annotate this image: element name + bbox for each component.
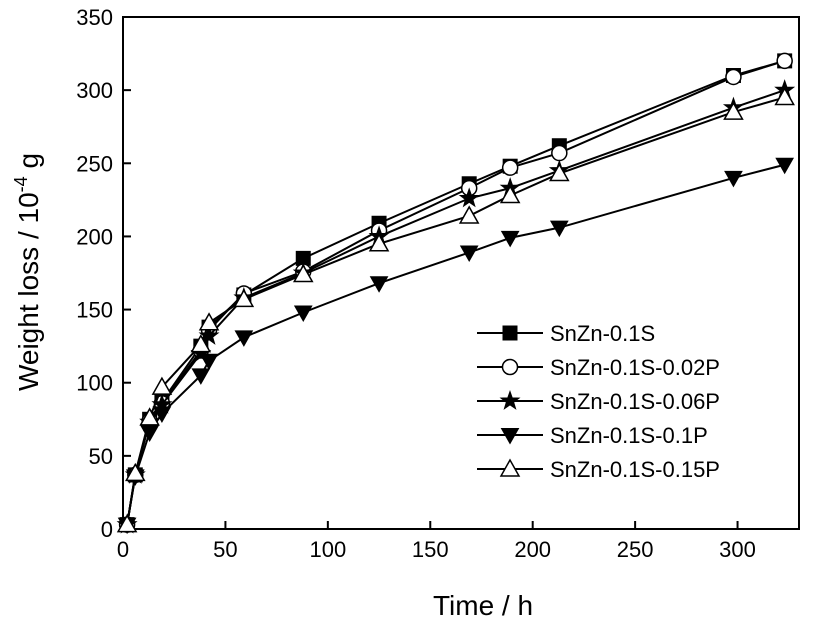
series-line: [126, 59, 785, 525]
plot-area-frame: [122, 16, 800, 530]
data-point: [500, 230, 520, 248]
data-point: [190, 334, 212, 353]
legend-marker: [500, 428, 520, 445]
data-point: [501, 159, 519, 176]
data-point: [776, 52, 793, 70]
data-point: [458, 205, 480, 224]
x-tick-label: 250: [617, 537, 654, 562]
legend-item: SnZn-0.1S-0.15P: [477, 457, 720, 482]
legend-label: SnZn-0.1S-0.15P: [550, 457, 720, 482]
x-tick-label: 100: [309, 537, 346, 562]
data-point: [369, 276, 389, 293]
data-point: [458, 187, 480, 208]
legend-label: SnZn-0.1S-0.1P: [550, 423, 708, 448]
data-point: [198, 312, 220, 331]
data-point: [723, 101, 744, 120]
legend-marker: [501, 358, 519, 376]
series-layer: [116, 52, 796, 535]
y-axis-title-unit: g: [13, 153, 44, 176]
data-point: [116, 514, 138, 533]
legend-item: SnZn-0.1S-0.06P: [477, 389, 720, 414]
data-point: [198, 324, 220, 345]
data-point: [125, 462, 146, 482]
x-tick-label: 50: [213, 537, 237, 562]
y-tick-label: 150: [76, 298, 113, 323]
legend-label: SnZn-0.1S-0.02P: [550, 355, 720, 380]
y-tick-label: 250: [76, 151, 113, 176]
data-point: [151, 376, 173, 395]
legend-marker: [502, 325, 518, 341]
legend-label: SnZn-0.1S: [550, 321, 655, 346]
data-point: [774, 86, 795, 106]
y-tick-label: 0: [101, 517, 113, 542]
data-point: [499, 184, 521, 204]
data-point: [775, 157, 795, 175]
legend-item: SnZn-0.1S-0.1P: [477, 423, 708, 448]
legend-marker: [499, 458, 521, 477]
legend: SnZn-0.1S SnZn-0.1S-0.02P SnZn-0.1S-0.06P S…: [477, 321, 720, 482]
y-tick-label: 100: [76, 371, 113, 396]
y-axis-title-exponent: -4: [11, 176, 31, 192]
y-tick-label: 300: [76, 78, 113, 103]
legend-item: SnZn-0.1S-0.02P: [477, 355, 720, 380]
data-point: [191, 368, 211, 385]
y-tick-label: 200: [76, 224, 113, 249]
x-axis-title: Time / h: [433, 590, 533, 620]
x-tick-label: 0: [117, 537, 129, 562]
series-5: [116, 86, 795, 533]
data-point: [725, 68, 742, 86]
y-axis-title-main: Weight loss / 10: [13, 192, 44, 391]
data-point: [293, 305, 313, 323]
data-point: [459, 245, 479, 263]
x-axis-ticks: 0 50 100 150 200 250 300: [117, 521, 756, 562]
data-point: [724, 170, 743, 188]
series-line: [126, 59, 785, 525]
data-point: [152, 406, 172, 423]
legend-item: SnZn-0.1S: [477, 321, 655, 346]
y-tick-label: 50: [89, 444, 113, 469]
data-point: [233, 288, 255, 308]
y-axis-title: Weight loss / 10-4 g: [11, 153, 44, 391]
data-point: [368, 233, 390, 252]
y-tick-label: 350: [76, 5, 113, 30]
data-point: [551, 144, 568, 162]
y-axis-ticks: 0 50 100 150 200 250 300 350: [76, 5, 131, 542]
data-point: [549, 162, 570, 182]
legend-label: SnZn-0.1S-0.06P: [550, 389, 720, 414]
x-tick-label: 300: [719, 537, 756, 562]
x-tick-label: 150: [412, 537, 449, 562]
x-tick-label: 200: [514, 537, 551, 562]
legend-marker: [499, 389, 521, 410]
data-point: [549, 220, 569, 238]
data-point: [199, 353, 219, 371]
data-point: [234, 330, 254, 347]
data-point: [139, 407, 160, 426]
data-point: [292, 263, 314, 283]
